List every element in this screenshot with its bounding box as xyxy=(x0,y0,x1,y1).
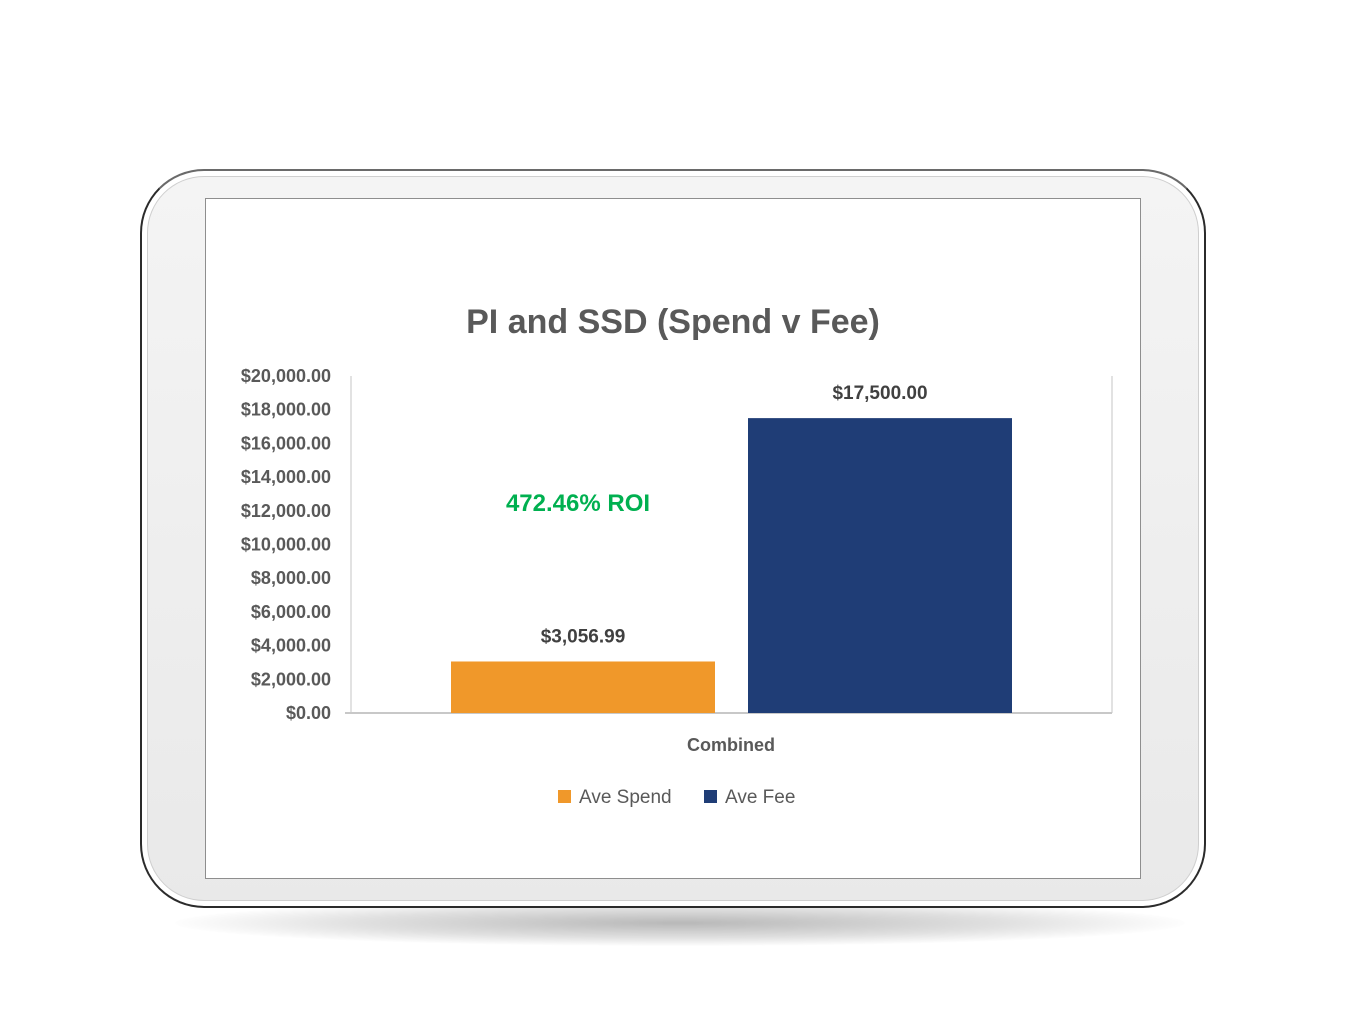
tablet-screen: PI and SSD (Spend v Fee) $0.00 $2,000.00 $… xyxy=(205,198,1141,879)
legend-swatch xyxy=(704,790,717,803)
chart-title: PI and SSD (Spend v Fee) xyxy=(466,303,880,341)
legend-swatch xyxy=(558,790,571,803)
data-labels: $3,056.99 $17,500.00 xyxy=(541,383,928,647)
y-tick-label: $20,000.00 xyxy=(241,366,331,386)
bar-ave-fee xyxy=(748,418,1012,713)
roi-annotation: 472.46% ROI xyxy=(506,490,650,517)
y-tick-label: $6,000.00 xyxy=(251,602,331,622)
y-tick-label: $0.00 xyxy=(286,703,331,723)
legend-label: Ave Spend xyxy=(579,787,672,808)
y-tick-label: $16,000.00 xyxy=(241,433,331,453)
legend: Ave Spend Ave Fee xyxy=(558,787,795,808)
y-tick-label: $10,000.00 xyxy=(241,535,331,555)
y-tick-label: $14,000.00 xyxy=(241,467,331,487)
category-label: Combined xyxy=(687,735,775,755)
y-tick-label: $12,000.00 xyxy=(241,501,331,521)
y-tick-label: $8,000.00 xyxy=(251,568,331,588)
data-label: $17,500.00 xyxy=(832,383,927,404)
bars xyxy=(451,418,1012,713)
y-tick-label: $2,000.00 xyxy=(251,669,331,689)
bar-ave-spend xyxy=(451,661,715,713)
legend-label: Ave Fee xyxy=(725,787,795,808)
y-tick-label: $18,000.00 xyxy=(241,400,331,420)
bar-chart: PI and SSD (Spend v Fee) $0.00 $2,000.00 $… xyxy=(241,303,1113,808)
y-tick-label: $4,000.00 xyxy=(251,636,331,656)
data-label: $3,056.99 xyxy=(541,626,626,647)
